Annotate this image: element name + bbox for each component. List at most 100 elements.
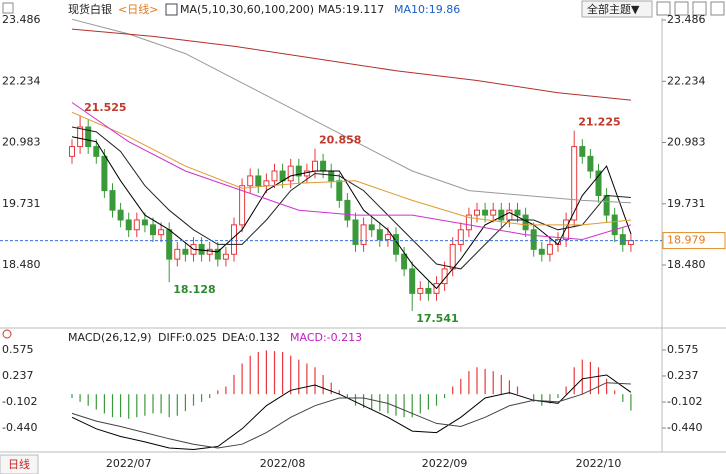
candle-body [158,229,165,236]
y-tick-label: 19.731 [2,197,41,210]
candle-body [579,146,586,157]
high-label: 20.858 [319,134,361,147]
candle-body [522,214,529,231]
candle-body [93,146,100,157]
y-tick-label: 23.486 [2,13,41,26]
macd-legend: DEA:0.132 [222,331,280,344]
tool-button[interactable] [656,1,671,16]
ma-readout: MA10:19.86 [394,3,460,16]
candle-body [619,234,626,245]
macd-legend: MACD:-0.213 [290,331,362,344]
tool-button[interactable] [710,1,725,16]
y-tick-label: 19.731 [667,197,706,210]
high-label: 21.525 [84,101,126,114]
candle-body [255,175,262,187]
candle-body [538,248,545,255]
candle-body [546,243,553,255]
candle-body [352,219,359,245]
candle-body [295,165,302,177]
candle-body [125,219,132,231]
period-tab[interactable] [0,454,39,474]
candle-body [77,126,84,148]
candle-body [368,224,375,231]
candle-body [603,195,610,216]
candle-body [182,248,189,255]
y-tick-label: 0.237 [667,369,699,382]
candle-body [150,224,156,236]
period-tab-label[interactable]: 日线 [8,457,30,471]
last-price-box [662,232,726,250]
candle-body [231,224,237,255]
candle-body [320,160,327,172]
candle-body [587,155,594,172]
candle-body [530,229,537,250]
candle-body [449,243,456,270]
candle-body [166,229,173,260]
y-tick-label: -0.440 [2,421,37,434]
candle-body [271,170,278,182]
x-tick-label: 2022/09 [422,457,468,470]
candle-body [117,209,124,221]
candle-body [198,243,205,255]
candle-body [344,199,351,221]
candle-body [336,180,343,201]
candle-body [360,224,367,245]
settings-icon[interactable] [2,329,12,339]
ma-icon[interactable] [165,3,178,16]
candle-body [474,209,480,216]
last-price-label: 18.979 [667,234,706,247]
indicator-line [71,18,631,204]
low-label: 18.128 [173,283,215,296]
candle-body [206,248,213,255]
period[interactable]: <日线> [118,2,158,16]
candle-body [133,219,140,231]
tool-button[interactable] [674,1,689,16]
candle-body [141,219,148,226]
indicator-line [71,111,631,226]
candle-body [384,234,391,241]
macd-legend: DIFF:0.025 [158,331,217,344]
y-tick-label: -0.440 [667,421,702,434]
candle-body [514,209,521,216]
candle-body [506,209,513,221]
candle-body [287,165,294,182]
candle-body [174,248,181,260]
candle-body [498,209,505,221]
candle-body [482,209,489,216]
ma-readout: MA5:19.117 [318,3,384,16]
y-tick-label: 22.234 [2,74,41,87]
candle-body [69,146,75,157]
tool-button[interactable] [692,1,707,16]
candle-body [611,214,618,236]
candle-body [101,155,108,192]
macd-legend: MACD(26,12,9) [68,331,152,344]
theme-button[interactable] [581,0,653,18]
candle-body [563,219,570,241]
indicator-line [71,136,632,290]
candle-body [571,146,578,221]
candle-body [263,180,270,187]
candle-body [312,160,318,172]
candle-body [457,229,464,245]
candle-body [490,209,497,216]
candle-body [465,214,472,231]
theme-button-label[interactable]: 全部主题▼ [587,2,640,16]
candle-body [328,170,335,182]
x-tick-label: 2022/08 [260,457,306,470]
indicator-line [71,382,631,449]
candle-body [214,248,221,260]
y-tick-label: -0.102 [2,395,37,408]
indicator-line [71,126,631,270]
x-tick-label: 2022/07 [106,457,152,470]
candle-body [239,185,246,226]
y-tick-label: 23.486 [667,13,706,26]
candle-body [85,126,92,148]
y-tick-label: 20.983 [667,135,706,148]
candle-body [109,190,116,211]
menu-icon[interactable] [2,2,14,14]
indicator-label: MA(5,10,30,60,100,200) [180,3,314,16]
y-tick-label: -0.102 [667,395,702,408]
high-label: 21.225 [578,116,620,129]
y-tick-label: 18.480 [2,258,41,271]
